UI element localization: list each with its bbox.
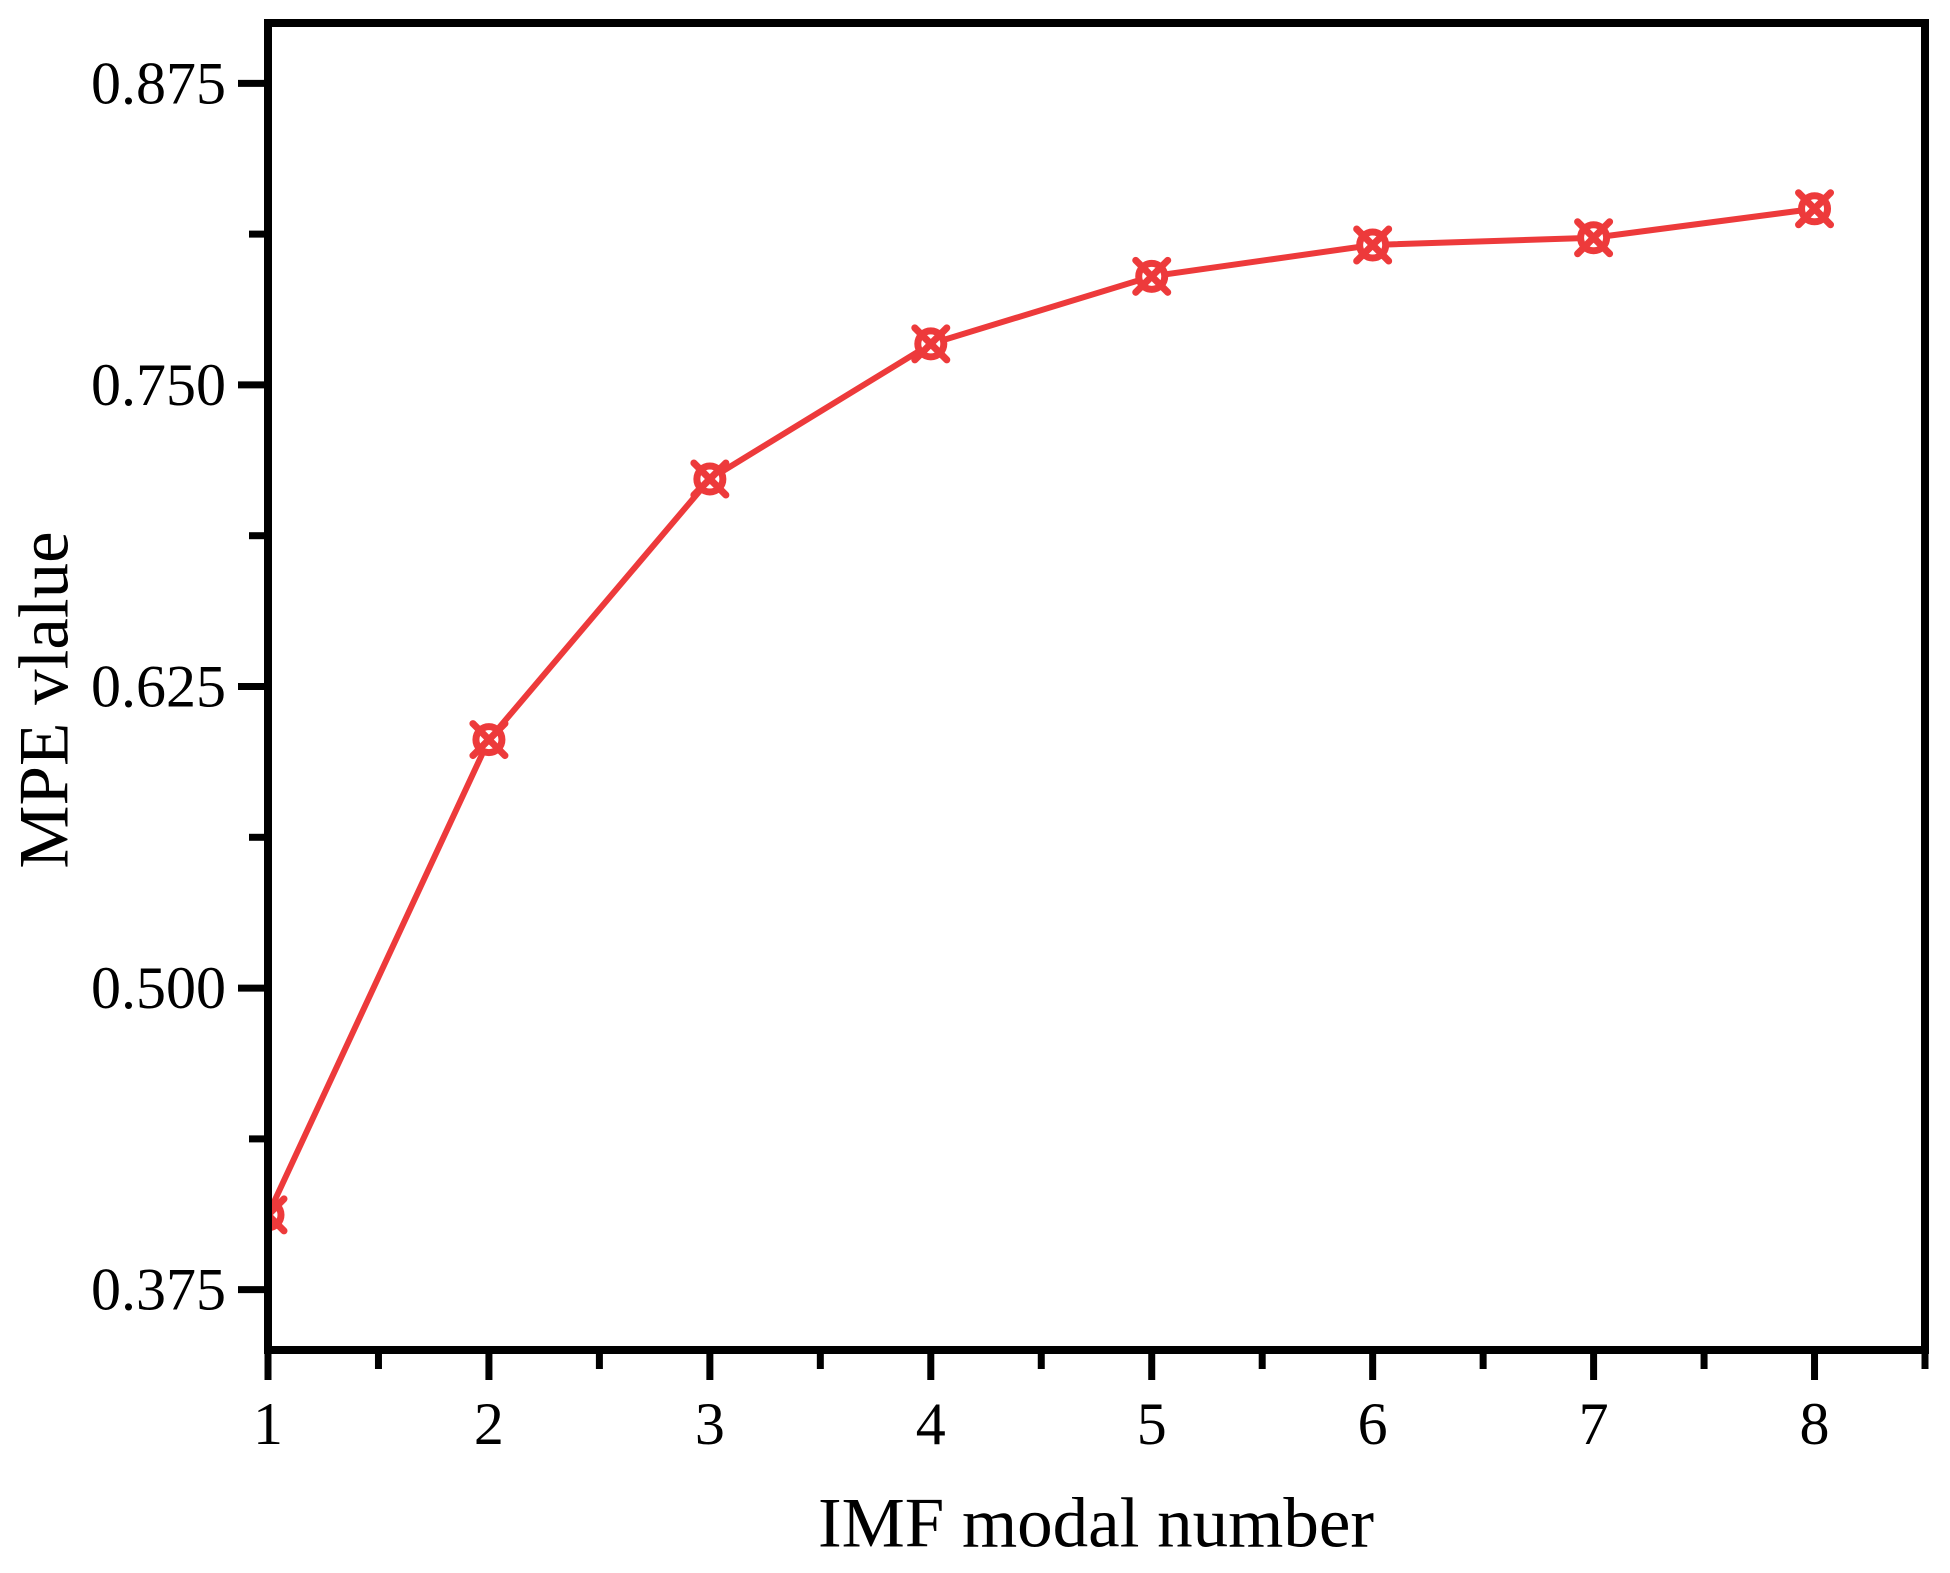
data-point-marker xyxy=(1795,189,1835,229)
marker-cross-stroke xyxy=(1795,189,1835,229)
data-point-marker xyxy=(1574,218,1614,258)
x-tick-label: 6 xyxy=(1358,1391,1388,1457)
marker-cross-stroke xyxy=(1132,256,1172,296)
plot-border xyxy=(264,19,1929,1354)
x-axis-title: IMF modal number xyxy=(817,1484,1375,1563)
marker-cross-stroke xyxy=(911,324,951,364)
y-tick-label: 0.375 xyxy=(91,1257,226,1323)
marker-cross-stroke xyxy=(690,459,730,499)
marker-cross-stroke xyxy=(1353,225,1393,265)
marker-cross-stroke xyxy=(268,1209,288,1235)
x-tick-label: 2 xyxy=(474,1391,504,1457)
data-point-marker xyxy=(469,720,509,760)
y-tick-label: 0.875 xyxy=(91,50,226,116)
x-tick-label: 8 xyxy=(1800,1391,1830,1457)
marker-cross-stroke xyxy=(1574,218,1614,258)
y-tick-label: 0.625 xyxy=(91,654,226,720)
data-point-marker xyxy=(911,324,951,364)
x-tick-label: 4 xyxy=(916,1391,946,1457)
data-point-marker xyxy=(690,459,730,499)
series-line xyxy=(268,205,1815,1217)
marker-cross-stroke xyxy=(268,1195,288,1220)
y-tick-label: 0.500 xyxy=(91,955,226,1021)
x-tick-label: 5 xyxy=(1137,1391,1167,1457)
marker-cross-stroke xyxy=(469,720,509,760)
x-tick-label: 7 xyxy=(1579,1391,1609,1457)
data-point-marker xyxy=(1132,256,1172,296)
series-group xyxy=(268,189,1835,1235)
data-point-marker xyxy=(1353,225,1393,265)
x-tick-label: 3 xyxy=(695,1391,725,1457)
x-tick-label: 1 xyxy=(253,1391,283,1457)
y-tick-label: 0.750 xyxy=(91,352,226,418)
y-axis-title: MPE vlalue xyxy=(5,531,84,869)
